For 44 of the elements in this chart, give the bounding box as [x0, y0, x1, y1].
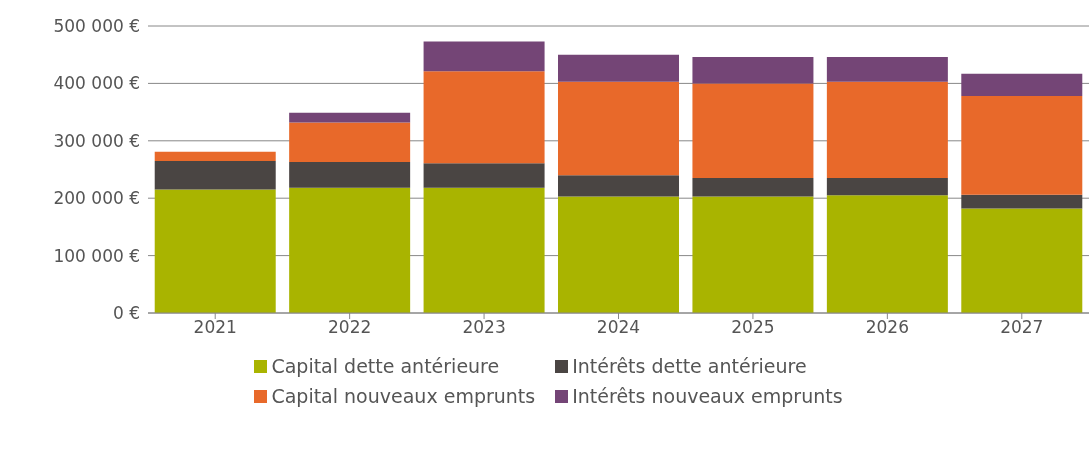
- legend-label: Intérêts dette antérieure: [572, 355, 807, 377]
- x-tick-label: 2027: [1000, 317, 1044, 338]
- bar: [558, 81, 680, 176]
- x-tick-label: 2022: [328, 317, 372, 338]
- bar: [423, 187, 545, 313]
- bar: [961, 73, 1083, 97]
- bar: [289, 162, 411, 188]
- bar: [692, 83, 814, 179]
- y-tick-label: 400 000 €: [53, 73, 140, 94]
- bar: [692, 196, 814, 313]
- bar: [826, 195, 948, 313]
- x-tick-label: 2024: [596, 317, 641, 338]
- bar: [558, 54, 680, 82]
- bar: [961, 194, 1083, 209]
- bar: [961, 96, 1083, 195]
- bar: [826, 178, 948, 196]
- bar: [154, 151, 276, 161]
- bar: [154, 160, 276, 190]
- y-tick-label: 0 €: [112, 303, 140, 324]
- bar: [961, 208, 1083, 313]
- bar: [826, 57, 948, 82]
- bar: [423, 163, 545, 188]
- y-tick-label: 100 000 €: [53, 245, 140, 266]
- bar: [558, 175, 680, 197]
- y-tick-label: 300 000 €: [53, 130, 140, 151]
- bar: [692, 57, 814, 84]
- bar: [423, 71, 545, 164]
- x-tick-label: 2023: [462, 317, 506, 338]
- y-tick-label: 500 000 €: [53, 16, 140, 37]
- legend-label: Capital nouveaux emprunts: [271, 385, 536, 407]
- x-tick-label: 2025: [731, 317, 775, 338]
- bar: [289, 122, 411, 163]
- bar: [423, 41, 545, 72]
- x-tick-label: 2026: [865, 317, 909, 338]
- bar: [289, 112, 411, 123]
- bar: [826, 81, 948, 179]
- legend-label: Capital dette antérieure: [271, 355, 500, 377]
- legend-label: Intérêts nouveaux emprunts: [572, 385, 843, 407]
- bar: [154, 189, 276, 313]
- x-tick-label: 2021: [193, 317, 237, 338]
- bar: [558, 196, 680, 313]
- bar: [289, 187, 411, 313]
- bar: [692, 178, 814, 197]
- y-tick-label: 200 000 €: [53, 188, 140, 209]
